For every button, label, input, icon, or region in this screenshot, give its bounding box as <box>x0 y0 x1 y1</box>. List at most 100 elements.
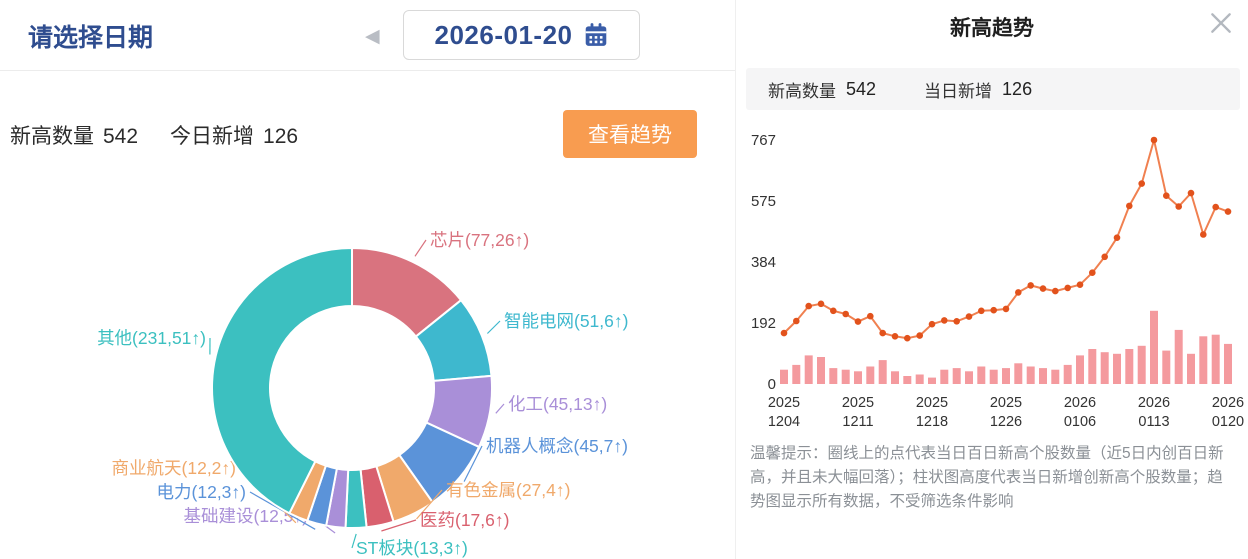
prev-date-arrow-icon[interactable]: ◀ <box>365 26 380 47</box>
trend-bar[interactable] <box>841 369 850 384</box>
trend-point[interactable] <box>1212 203 1219 211</box>
trend-bar[interactable] <box>989 369 998 384</box>
modal-high-count-label: 新高数量 <box>768 81 836 101</box>
calendar-icon[interactable] <box>583 22 609 48</box>
trend-point[interactable] <box>1002 305 1010 313</box>
trend-point[interactable] <box>916 332 923 339</box>
trend-bar[interactable] <box>854 371 862 384</box>
trend-point[interactable] <box>1015 289 1022 296</box>
trend-bar[interactable] <box>1100 352 1109 384</box>
trend-bar[interactable] <box>1187 353 1195 384</box>
trend-point[interactable] <box>1175 203 1182 210</box>
trend-bar[interactable] <box>891 371 899 384</box>
trend-point[interactable] <box>928 320 936 328</box>
trend-point[interactable] <box>867 312 874 320</box>
trend-point[interactable] <box>1076 281 1084 288</box>
trend-point[interactable] <box>891 333 899 340</box>
trend-bar[interactable] <box>1014 363 1023 384</box>
trend-point[interactable] <box>904 334 911 342</box>
trend-bar[interactable] <box>1076 355 1084 384</box>
x-axis-tick-date: 1226 <box>990 414 1022 430</box>
donut-slice-其他[interactable] <box>211 246 353 515</box>
donut-label-ST板块: ST板块(13,3↑) <box>356 538 468 558</box>
trend-bar[interactable] <box>965 371 973 384</box>
trend-bar[interactable] <box>940 369 949 384</box>
trend-point[interactable] <box>842 310 849 318</box>
trend-bar[interactable] <box>1088 349 1097 384</box>
trend-bar[interactable] <box>1026 366 1035 385</box>
date-picker-input[interactable]: 2026-01-20 <box>403 10 640 60</box>
donut-label-有色金属: 有色金属(27,4↑) <box>446 480 570 500</box>
trend-point[interactable] <box>1126 202 1133 210</box>
trend-bar[interactable] <box>952 368 961 384</box>
modal-high-count-value: 542 <box>846 78 877 99</box>
trend-bar[interactable] <box>866 366 875 385</box>
trend-bar[interactable] <box>829 368 838 384</box>
modal-new-today-label: 当日新增 <box>924 81 993 101</box>
trend-point[interactable] <box>879 329 886 337</box>
trend-bar[interactable] <box>1113 353 1121 384</box>
trend-point[interactable] <box>817 300 825 308</box>
trend-point[interactable] <box>1150 136 1158 144</box>
trend-bar[interactable] <box>928 377 936 384</box>
trend-bar[interactable] <box>1125 349 1134 384</box>
footer-note: 温馨提示：圈线上的点代表当日百日新高个股数量（近5日内创百日新高，并且未大幅回落… <box>750 445 1224 511</box>
high-count-value: 542 <box>103 125 139 148</box>
trend-bar[interactable] <box>1039 368 1047 384</box>
trend-point[interactable] <box>953 318 960 325</box>
close-icon[interactable] <box>1206 8 1236 38</box>
trend-point[interactable] <box>1039 285 1047 292</box>
trend-bar[interactable] <box>1162 350 1171 384</box>
trend-bar[interactable] <box>1174 329 1183 384</box>
trend-bar[interactable] <box>792 364 801 384</box>
high-count-label: 新高数量 <box>10 125 94 148</box>
trend-bar[interactable] <box>1150 310 1158 384</box>
trend-point[interactable] <box>1027 282 1034 289</box>
trend-bar[interactable] <box>1199 336 1208 384</box>
x-axis-tick-date: 0113 <box>1138 414 1169 430</box>
trend-bar[interactable] <box>1002 368 1010 384</box>
donut-leader-line <box>351 533 357 549</box>
trend-bar[interactable] <box>1063 364 1072 384</box>
trend-point[interactable] <box>854 318 862 325</box>
trend-point[interactable] <box>965 313 973 320</box>
trend-bar[interactable] <box>977 366 986 385</box>
trend-point[interactable] <box>1113 234 1121 241</box>
trend-point[interactable] <box>978 307 985 315</box>
trend-point[interactable] <box>990 306 997 314</box>
trend-bar[interactable] <box>804 355 813 384</box>
trend-bar[interactable] <box>1137 345 1146 384</box>
sector-distribution-donut-chart[interactable]: 芯片(77,26↑) 智能电网(51,6↑) 化工(45,13↑) 机器人概念(45,… <box>0 170 735 559</box>
trend-point[interactable] <box>941 317 948 324</box>
trend-point[interactable] <box>805 302 812 310</box>
new-today-label: 今日新增 <box>170 125 255 148</box>
trend-point[interactable] <box>1224 208 1232 215</box>
trend-line-chart[interactable]: 0 192 384 575 767 2025 1204 2025 1211 2025 1218 202… <box>736 112 1248 442</box>
trend-point[interactable] <box>1138 180 1145 187</box>
trend-point[interactable] <box>1064 284 1071 292</box>
trend-bar[interactable] <box>1224 343 1232 384</box>
trend-point[interactable] <box>1052 287 1059 295</box>
donut-leader-line <box>495 403 505 414</box>
trend-point[interactable] <box>1187 189 1195 197</box>
y-axis-tick-label: 767 <box>751 132 776 149</box>
trend-point[interactable] <box>1089 269 1096 276</box>
trend-point[interactable] <box>1200 231 1207 238</box>
header-divider <box>0 70 735 71</box>
x-axis-tick-year: 2026 <box>1138 395 1170 411</box>
trend-bar[interactable] <box>780 369 788 384</box>
view-trend-button[interactable]: 查看趋势 <box>563 110 697 158</box>
trend-point[interactable] <box>1101 253 1108 261</box>
trend-point[interactable] <box>780 329 788 337</box>
trend-point[interactable] <box>830 307 837 315</box>
trend-bar[interactable] <box>878 360 887 384</box>
trend-point[interactable] <box>1163 192 1170 199</box>
modal-new-today-value: 126 <box>1002 78 1033 99</box>
trend-bar[interactable] <box>1051 369 1060 384</box>
trend-bar[interactable] <box>903 376 912 384</box>
trend-bar[interactable] <box>1211 334 1220 384</box>
trend-point[interactable] <box>793 317 800 325</box>
trend-bar[interactable] <box>817 357 825 384</box>
trend-bar[interactable] <box>915 374 924 385</box>
left-stats-row: 新高数量 542 今日新增 126 <box>10 120 330 150</box>
